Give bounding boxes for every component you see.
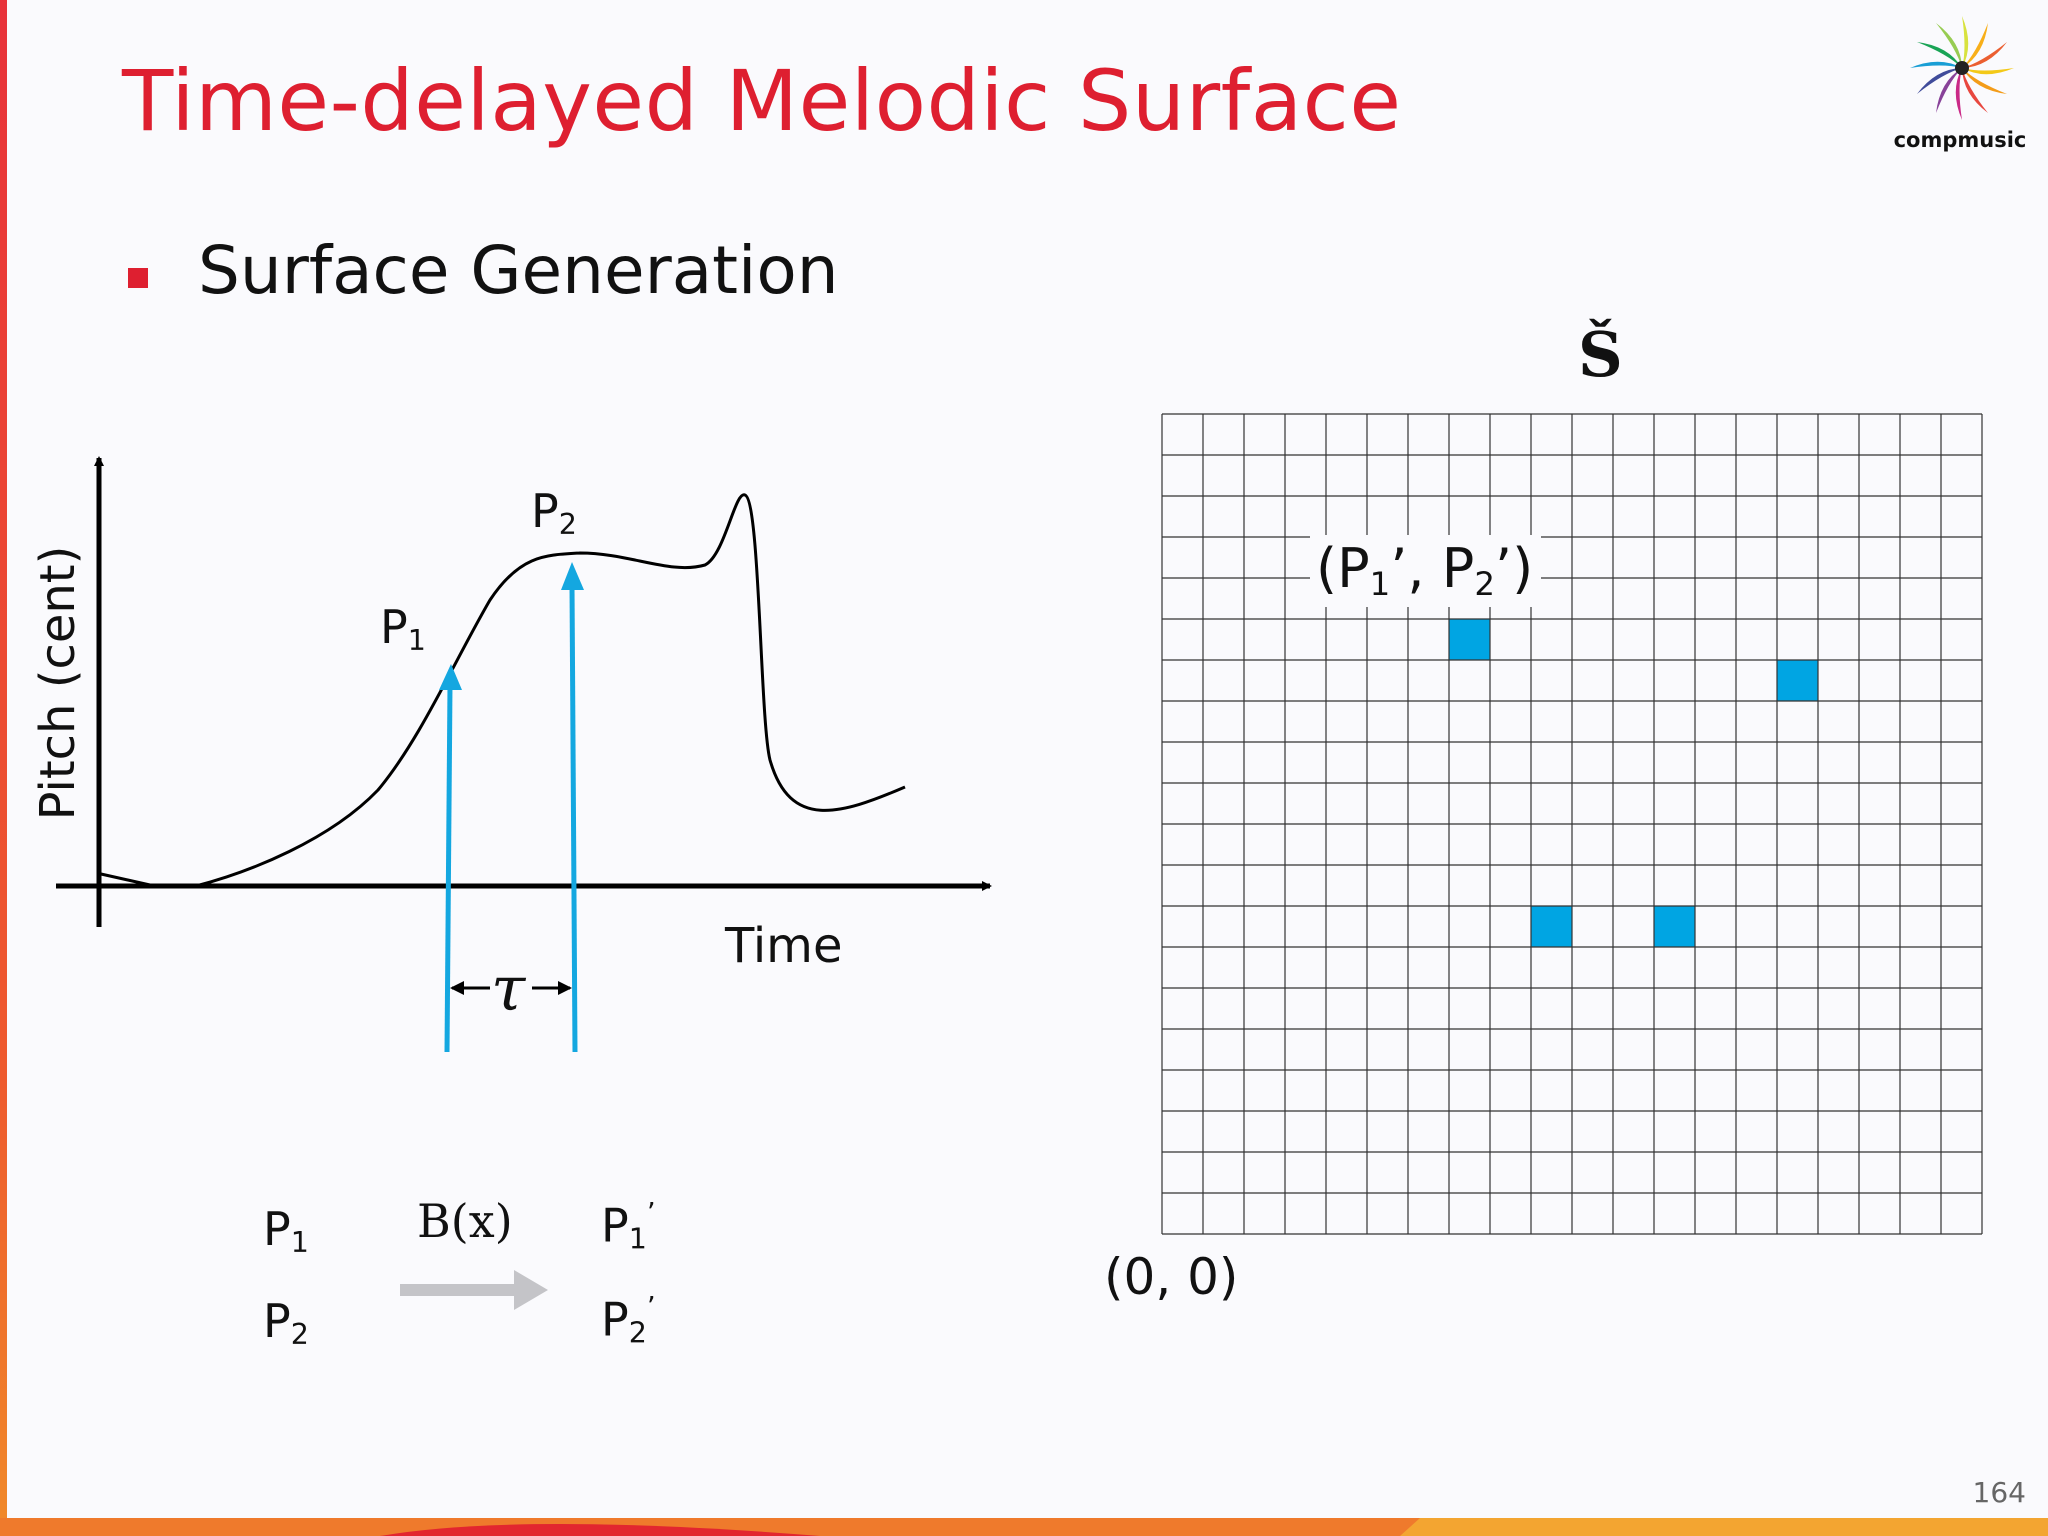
pitch-curve: [100, 493, 906, 888]
footer-band: [0, 1518, 2048, 1536]
mapping-arrow: [400, 1270, 548, 1310]
pinwheel-icon: [1910, 16, 2014, 120]
input-p2-label: P2: [263, 1294, 309, 1352]
surface-filled-cell: [1531, 906, 1572, 947]
point-p2-label: P2: [531, 484, 577, 542]
bullet-text: Surface Generation: [198, 232, 839, 309]
tau-label: τ: [491, 952, 526, 1025]
surface-filled-cell: [1777, 660, 1818, 701]
tau-arrows: [450, 981, 572, 995]
left-accent-bar: [0, 0, 7, 1536]
input-p1-label: P1: [263, 1202, 309, 1260]
compmusic-logo: compmusic: [1890, 8, 2030, 156]
mapping-function-label: B(x): [417, 1194, 513, 1248]
surface-coordinate-label: (P1’, P2’): [1310, 535, 1542, 608]
surface-filled-cell: [1449, 619, 1490, 660]
origin-label: (0, 0): [1104, 1248, 1239, 1306]
surface-filled-cell: [1654, 906, 1695, 947]
output-p1-label: P1’: [601, 1196, 656, 1256]
page-number: 164: [1972, 1476, 2026, 1509]
logo-text: compmusic: [1893, 128, 2027, 152]
point-p1-label: P1: [380, 600, 426, 658]
surface-symbol: Š: [1578, 318, 1623, 391]
slide-title: Time-delayed Melodic Surface: [122, 52, 1402, 150]
delay-arrows: [439, 562, 584, 1053]
output-p2-label: P2’: [601, 1290, 656, 1350]
x-axis-label: Time: [725, 918, 843, 974]
bullet-marker: [128, 268, 148, 288]
